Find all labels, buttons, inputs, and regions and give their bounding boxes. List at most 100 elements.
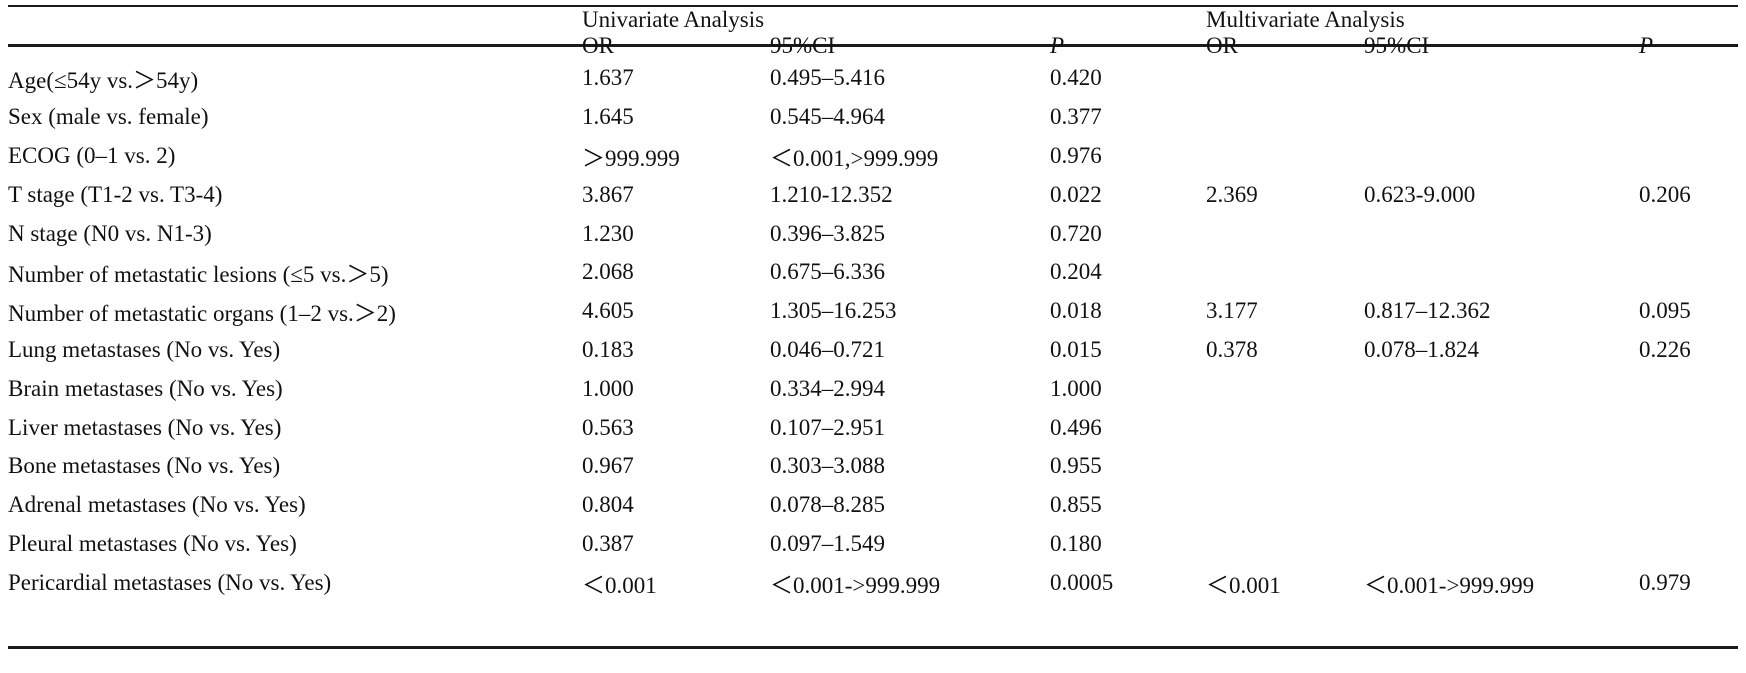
multivariate-ci-cell <box>1364 369 1639 408</box>
multivariate-or-cell <box>1206 137 1364 176</box>
univariate-or-cell: 0.387 <box>582 530 634 556</box>
multivariate-p-cell <box>1639 486 1738 525</box>
multivariate-ci-cell: 0.817–12.362 <box>1364 298 1491 324</box>
multivariate-p-cell <box>1639 408 1738 447</box>
univariate-ci-cell: 0.396–3.825 <box>770 220 885 246</box>
variable-cell: Number of metastatic lesions (≤5 vs.＞5) <box>8 262 389 288</box>
multivariate-ci-cell <box>1364 98 1639 137</box>
univariate-ci-cell: ＜0.001,>999.999 <box>770 145 939 171</box>
univariate-p-header: P <box>1050 33 1065 58</box>
multivariate-or-header: OR <box>1206 33 1238 58</box>
variable-cell: Lung metastases (No vs. Yes) <box>8 336 281 362</box>
multivariate-ci-cell <box>1364 137 1639 176</box>
multivariate-or-cell <box>1206 486 1364 525</box>
multivariate-p-cell: 0.979 <box>1639 569 1691 595</box>
univariate-or-cell: 0.183 <box>582 336 634 362</box>
multivariate-ci-header: 95%CI <box>1364 33 1430 58</box>
multivariate-p-cell <box>1639 369 1738 408</box>
table-row: ECOG (0–1 vs. 2) ＞999.999 ＜0.001,>999.999 0… <box>8 137 1738 176</box>
table-row: Pleural metastases (No vs. Yes) 0.387 0.09… <box>8 525 1738 564</box>
univariate-p-cell: 0.420 <box>1050 65 1102 91</box>
univariate-or-cell: 1.230 <box>582 220 634 246</box>
univariate-p-cell: 0.180 <box>1050 530 1102 556</box>
multivariate-p-cell: 0.206 <box>1639 181 1691 207</box>
univariate-p-cell: 0.855 <box>1050 492 1102 518</box>
multivariate-ci-cell <box>1364 525 1639 564</box>
variable-cell: Pleural metastases (No vs. Yes) <box>8 530 297 556</box>
multivariate-ci-cell <box>1364 253 1639 292</box>
multivariate-or-cell: ＜0.001 <box>1206 572 1281 598</box>
table-top-rule <box>8 5 1738 7</box>
regression-analysis-table: Univariate Analysis Multivariate Analysi… <box>8 7 1738 602</box>
variable-cell: ECOG (0–1 vs. 2) <box>8 142 176 168</box>
univariate-ci-cell: 0.303–3.088 <box>770 453 885 479</box>
univariate-p-cell: 0.720 <box>1050 220 1102 246</box>
univariate-or-cell: 0.967 <box>582 453 634 479</box>
univariate-ci-cell: 0.334–2.994 <box>770 375 885 401</box>
multivariate-or-cell <box>1206 214 1364 253</box>
multivariate-or-cell <box>1206 408 1364 447</box>
univariate-p-cell: 0.015 <box>1050 336 1102 362</box>
univariate-or-cell: 0.563 <box>582 414 634 440</box>
variable-cell: T stage (T1-2 vs. T3-4) <box>8 181 223 207</box>
multivariate-p-cell <box>1639 253 1738 292</box>
table-row: Brain metastases (No vs. Yes) 1.000 0.334–… <box>8 369 1738 408</box>
table-row: T stage (T1-2 vs. T3-4) 3.867 1.210-12.352… <box>8 175 1738 214</box>
multivariate-ci-cell <box>1364 486 1639 525</box>
multivariate-p-cell: 0.226 <box>1639 336 1691 362</box>
multivariate-p-cell: 0.095 <box>1639 298 1691 324</box>
multivariate-or-cell: 2.369 <box>1206 181 1258 207</box>
table-body: Age(≤54y vs.＞54y) 1.637 0.495–5.416 0.420 Se… <box>8 59 1738 602</box>
univariate-or-cell: 1.000 <box>582 375 634 401</box>
univariate-or-cell: 1.637 <box>582 65 634 91</box>
multivariate-or-cell: 0.378 <box>1206 336 1258 362</box>
variable-cell: Sex (male vs. female) <box>8 104 209 130</box>
univariate-ci-cell: 1.210-12.352 <box>770 181 893 207</box>
table-row: Age(≤54y vs.＞54y) 1.637 0.495–5.416 0.420 <box>8 59 1738 98</box>
univariate-or-cell: ＞999.999 <box>582 145 680 171</box>
univariate-or-header: OR <box>582 33 614 58</box>
univariate-ci-cell: 0.078–8.285 <box>770 492 885 518</box>
univariate-ci-cell: 0.675–6.336 <box>770 259 885 285</box>
multivariate-p-header: P <box>1639 33 1654 58</box>
variable-column-header <box>8 33 582 59</box>
variable-cell: Number of metastatic organs (1–2 vs.＞2) <box>8 301 396 327</box>
univariate-p-cell: 0.976 <box>1050 142 1102 168</box>
univariate-or-cell: 3.867 <box>582 181 634 207</box>
univariate-or-cell: 4.605 <box>582 298 634 324</box>
univariate-p-cell: 0.955 <box>1050 453 1102 479</box>
multivariate-ci-cell <box>1364 214 1639 253</box>
univariate-ci-cell: 1.305–16.253 <box>770 298 897 324</box>
univariate-or-cell: 2.068 <box>582 259 634 285</box>
multivariate-ci-cell <box>1364 59 1639 98</box>
table-bottom-rule <box>8 646 1738 649</box>
multivariate-or-cell <box>1206 525 1364 564</box>
variable-cell: Liver metastases (No vs. Yes) <box>8 414 282 440</box>
univariate-ci-cell: 0.107–2.951 <box>770 414 885 440</box>
multivariate-p-cell <box>1639 59 1738 98</box>
univariate-p-cell: 0.204 <box>1050 259 1102 285</box>
variable-cell: Adrenal metastases (No vs. Yes) <box>8 492 306 518</box>
multivariate-p-cell <box>1639 98 1738 137</box>
multivariate-or-cell <box>1206 59 1364 98</box>
group-header-row: Univariate Analysis Multivariate Analysi… <box>8 7 1738 33</box>
univariate-p-cell: 0.496 <box>1050 414 1102 440</box>
table-row: Liver metastases (No vs. Yes) 0.563 0.107–… <box>8 408 1738 447</box>
table-row: Number of metastatic lesions (≤5 vs.＞5) 2… <box>8 253 1738 292</box>
univariate-p-cell: 1.000 <box>1050 375 1102 401</box>
multivariate-p-cell <box>1639 525 1738 564</box>
univariate-ci-cell: 0.097–1.549 <box>770 530 885 556</box>
univariate-or-cell: 1.645 <box>582 104 634 130</box>
multivariate-or-cell: 3.177 <box>1206 298 1258 324</box>
variable-header-blank <box>8 7 582 33</box>
table-header-rule <box>8 44 1738 47</box>
multivariate-or-cell <box>1206 253 1364 292</box>
multivariate-or-cell <box>1206 447 1364 486</box>
variable-cell: N stage (N0 vs. N1-3) <box>8 220 212 246</box>
table-row: Number of metastatic organs (1–2 vs.＞2) 4… <box>8 292 1738 331</box>
table-row: Bone metastases (No vs. Yes) 0.967 0.303–3… <box>8 447 1738 486</box>
multivariate-analysis-header: Multivariate Analysis <box>1206 7 1405 32</box>
column-header-row: OR 95%CI P OR 95%CI P <box>8 33 1738 59</box>
table-row: Sex (male vs. female) 1.645 0.545–4.964 0.3… <box>8 98 1738 137</box>
table-row: Lung metastases (No vs. Yes) 0.183 0.046–0… <box>8 331 1738 370</box>
